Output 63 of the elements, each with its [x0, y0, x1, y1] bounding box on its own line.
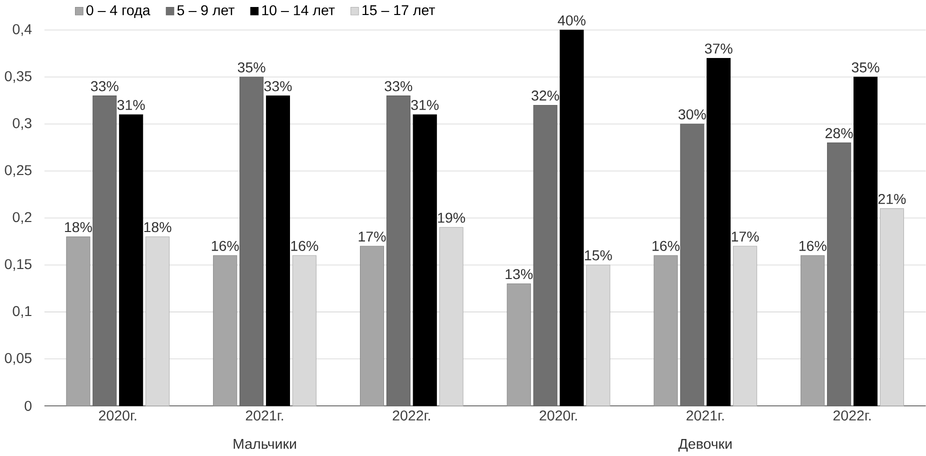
y-tick-label: 0,05 [4, 353, 32, 365]
data-label: 17% [732, 232, 759, 242]
bar [439, 227, 464, 406]
y-tick-label: 0,15 [4, 259, 32, 271]
data-label: 17% [358, 232, 386, 242]
data-label: 30% [678, 109, 706, 120]
bar [92, 96, 117, 406]
data-label: 18% [144, 222, 172, 232]
y-tick-label: 0,35 [4, 71, 32, 83]
bar [827, 142, 852, 406]
bar [66, 236, 90, 406]
y-tick-label: 0,4 [12, 24, 32, 36]
bar [733, 246, 758, 406]
data-label: 31% [117, 100, 145, 110]
y-tick-label: 0,3 [12, 118, 32, 130]
data-label: 37% [704, 44, 732, 54]
bar [586, 264, 610, 406]
x-tick-label: 2020г. [99, 410, 136, 421]
legend-label: 0 – 4 года [86, 5, 150, 18]
x-tick-label: 2022г. [833, 410, 871, 421]
data-label: 16% [212, 240, 239, 251]
bar [386, 96, 410, 406]
data-label: 21% [878, 194, 906, 204]
data-label: 32% [532, 90, 560, 101]
x-tick-label: 2021г. [246, 410, 284, 421]
x-tick-label: 2020г. [540, 410, 577, 421]
y-tick-label: 0 [24, 400, 32, 411]
data-label: 33% [90, 81, 118, 92]
data-label: 15% [585, 250, 612, 260]
data-label: 16% [799, 240, 826, 251]
legend-label: 10 – 14 лет [262, 5, 335, 16]
y-tick-label: 0,1 [12, 306, 32, 318]
bar [654, 255, 678, 406]
data-label: 19% [438, 212, 466, 223]
x-tick-label: 2021г. [686, 410, 724, 421]
data-label: 16% [652, 240, 680, 251]
data-label: 28% [826, 128, 853, 138]
data-label: 35% [852, 62, 880, 72]
data-label: 40% [558, 15, 586, 26]
y-tick-label: 0,2 [12, 212, 32, 224]
bar [800, 255, 825, 406]
bar [213, 255, 238, 406]
data-label: 33% [264, 81, 292, 92]
y-tick-label: 0,25 [4, 165, 32, 177]
data-label: 13% [506, 269, 533, 280]
data-label: 16% [291, 240, 318, 251]
data-label: 18% [65, 222, 92, 232]
bar [680, 124, 704, 406]
data-label: 31% [411, 100, 439, 110]
data-label: 35% [238, 62, 266, 72]
legend-label: 5 – 9 лет [177, 5, 234, 16]
bar [533, 104, 558, 406]
bar [360, 246, 384, 406]
bar [146, 236, 170, 406]
bar [240, 76, 264, 406]
text: Девочки [678, 439, 732, 452]
bar [880, 208, 904, 406]
x-tick-label: 2022г. [392, 410, 430, 421]
text: Мальчики [234, 439, 296, 449]
legend-label: 15 – 17 лет [362, 5, 436, 16]
bar [506, 283, 531, 406]
bar [292, 255, 316, 406]
data-label: 33% [384, 81, 412, 92]
